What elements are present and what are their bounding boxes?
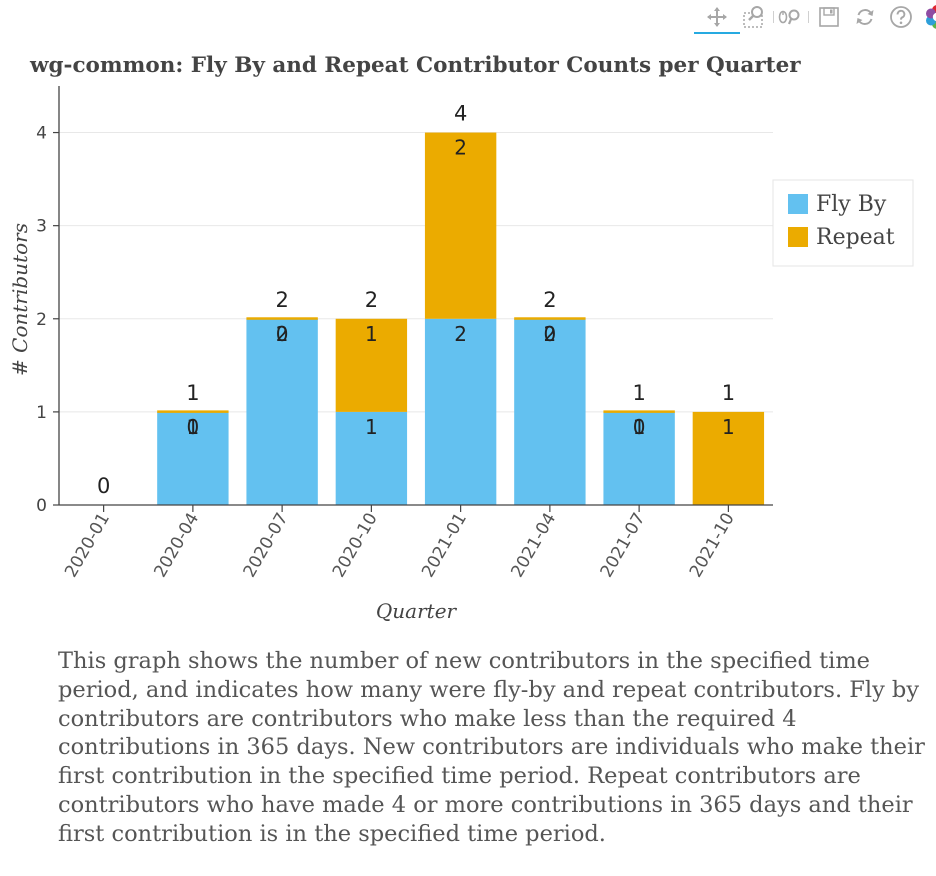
box-zoom-tool-button[interactable]: [742, 4, 768, 30]
repeat-bar: [157, 410, 229, 413]
chart-legend: Fly By Repeat: [772, 179, 914, 267]
total-value-label: 0: [97, 474, 110, 498]
repeat-value-label: 0: [544, 322, 557, 346]
toolbar-divider: [773, 11, 774, 23]
repeat-value-label: 2: [454, 136, 467, 160]
repeat-bar: [603, 410, 675, 413]
fly-by-value-label: 1: [633, 415, 646, 439]
repeat-value-label: 0: [633, 415, 646, 439]
repeat-bar: [335, 318, 408, 412]
x-tick-label: 2020-10: [329, 510, 382, 582]
bokeh-logo-icon: [926, 5, 936, 29]
x-tick-label: 2021-07: [597, 510, 650, 582]
repeat-value-label: 1: [722, 415, 735, 439]
fly-by-bar: [514, 318, 586, 505]
contributor-counts-chart: wg-common: Fly By and Repeat Contributor…: [8, 53, 914, 623]
repeat-bar: [246, 317, 318, 320]
repeat-bar: [424, 132, 497, 319]
save-icon: [819, 7, 839, 27]
fly-by-value-label: 2: [454, 322, 467, 346]
pan-icon: [707, 7, 727, 27]
legend-swatch-fly-by: [788, 194, 808, 214]
toolbar-divider: [808, 11, 809, 23]
fly-by-value-label: 2: [276, 322, 289, 346]
repeat-value-label: 0: [276, 322, 289, 346]
legend-swatch-repeat: [788, 227, 808, 247]
total-value-label: 1: [186, 381, 199, 405]
fly-by-value-label: 1: [365, 415, 378, 439]
help-icon: [890, 6, 912, 28]
reset-tool-button[interactable]: [852, 4, 878, 30]
y-axis-label: # Contributors: [8, 223, 32, 376]
x-tick-label: 2020-04: [150, 510, 203, 582]
total-value-label: 2: [365, 288, 378, 312]
y-tick-label: 3: [36, 217, 47, 237]
pan-tool-button[interactable]: [694, 4, 740, 34]
fly-by-bar: [424, 318, 497, 505]
x-tick-label: 2020-07: [240, 510, 293, 582]
total-value-label: 1: [632, 381, 645, 405]
active-tool-indicator: [694, 32, 740, 34]
fly-by-value-label: 2: [544, 322, 557, 346]
chart-toolbar: [676, 0, 936, 40]
chart-grid: [59, 132, 773, 413]
total-value-label: 1: [722, 381, 735, 405]
fly-by-bar: [335, 411, 408, 505]
x-tick-label: 2021-04: [507, 510, 560, 582]
wheel-zoom-icon: [778, 9, 800, 25]
total-value-label: 4: [454, 102, 467, 126]
fly-by-value-label: 1: [187, 415, 200, 439]
y-tick-label: 1: [36, 403, 47, 423]
bokeh-logo-link[interactable]: [924, 4, 936, 30]
repeat-value-label: 1: [365, 322, 378, 346]
y-tick-label: 4: [36, 124, 47, 144]
chart-description: This graph shows the number of new contr…: [58, 648, 925, 847]
y-tick-label: 2: [36, 310, 47, 330]
legend-label-repeat: Repeat: [816, 225, 895, 250]
x-axis-label: Quarter: [376, 599, 458, 623]
chart-title: wg-common: Fly By and Repeat Contributor…: [29, 53, 801, 78]
save-tool-button[interactable]: [816, 4, 842, 30]
wheel-zoom-tool-button[interactable]: [778, 4, 804, 30]
legend-label-fly-by: Fly By: [816, 192, 887, 217]
x-tick-label: 2020-01: [61, 510, 114, 582]
box-zoom-icon: [743, 6, 763, 28]
repeat-bar: [692, 411, 765, 505]
chart-bars: [157, 132, 765, 505]
repeat-value-label: 0: [187, 415, 200, 439]
fly-by-bar: [603, 411, 675, 505]
fly-by-bar: [157, 411, 229, 505]
total-value-label: 2: [543, 288, 556, 312]
x-tick-label: 2021-01: [418, 510, 471, 582]
repeat-bar: [514, 317, 586, 320]
reset-icon: [856, 9, 874, 25]
x-tick-label: 2021-10: [686, 510, 739, 582]
help-tool-button[interactable]: [888, 4, 914, 30]
total-value-label: 2: [275, 288, 288, 312]
fly-by-bar: [246, 318, 318, 505]
y-tick-label: 0: [36, 496, 47, 516]
